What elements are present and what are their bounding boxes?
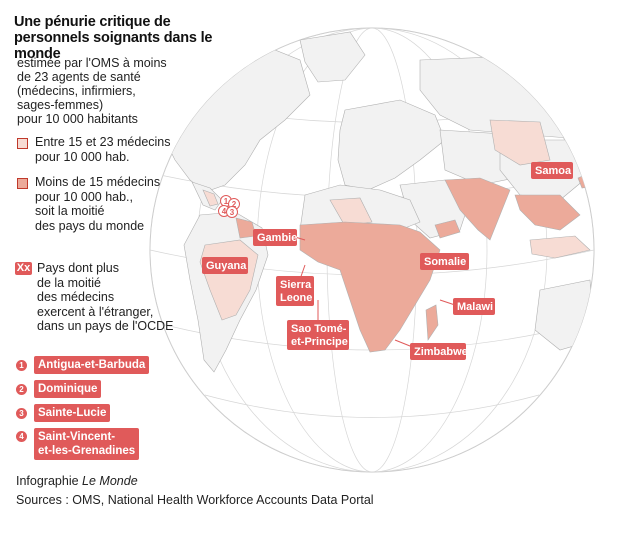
- subtitle-line: (médecins, infirmiers,: [17, 84, 136, 98]
- numbered-item-3: 3 Sainte-Lucie: [16, 404, 111, 422]
- svg-text:4: 4: [222, 207, 227, 216]
- legend-xx-marker: Xx: [15, 262, 32, 275]
- africa-sahel-light: [329, 197, 373, 227]
- country-tag: Saint-Vincent- et-les-Grenadines: [34, 428, 140, 460]
- indonesia: [529, 235, 591, 259]
- legend-line: des pays du monde: [35, 218, 145, 233]
- south-asia: [444, 177, 511, 241]
- svg-text:et-Principe: et-Principe: [291, 336, 348, 348]
- europe: [337, 99, 446, 191]
- map-label-gambie: Gambie: [253, 229, 297, 246]
- greenland: [299, 31, 366, 83]
- country-tag: Dominique: [34, 380, 102, 398]
- legend-line: Pays dont plus: [37, 261, 119, 275]
- subtitle-line: de 23 agents de santé: [17, 70, 141, 84]
- svg-text:Somalie: Somalie: [424, 256, 466, 268]
- legend-mid-text: Moins de 15 médecins pour 10 000 hab., s…: [35, 175, 160, 233]
- svg-text:3: 3: [230, 208, 235, 217]
- map-label-sierra-leone: Sierra Leone: [276, 276, 314, 306]
- africa-sub-saharan: [299, 221, 441, 353]
- number-badge: 4: [16, 431, 27, 442]
- caribbean-markers: 1 2 4 3: [218, 195, 240, 218]
- legend-line: des médecins: [37, 290, 115, 304]
- map-label-guyana: Guyana: [202, 257, 248, 274]
- credit-prefix: Infographie: [16, 474, 79, 488]
- legend-light-text: Entre 15 et 23 médecins pour 10 000 hab.: [35, 135, 171, 164]
- subtitle-line: estimée par l'OMS à moins: [17, 56, 167, 70]
- svg-text:Sierra: Sierra: [280, 279, 312, 291]
- subtitle-line: sages-femmes): [17, 98, 104, 112]
- legend-line: pour 10 000 hab.,: [35, 189, 133, 204]
- svg-text:2: 2: [232, 200, 237, 209]
- map-label-malawi: Malawi: [453, 298, 495, 315]
- country-tag: Sainte-Lucie: [34, 404, 111, 422]
- svg-text:Malawi: Malawi: [457, 301, 493, 313]
- map-label-somalie: Somalie: [420, 253, 469, 270]
- map-label-sao-tome: Sao Tomé- et-Principe: [287, 320, 349, 350]
- svg-text:Gambie: Gambie: [257, 232, 297, 244]
- legend-line: Moins de 15 médecins: [35, 175, 161, 189]
- legend-swatch-mid: [17, 178, 28, 189]
- number-badge: 1: [16, 359, 27, 371]
- svg-text:Samoa: Samoa: [535, 165, 572, 177]
- legend-line: dans un pays de l'OCDE: [37, 319, 174, 333]
- svg-text:Zimbabwe: Zimbabwe: [414, 346, 468, 358]
- southeast-asia: [514, 194, 581, 231]
- svg-text:Sao Tomé-: Sao Tomé-: [291, 323, 347, 335]
- country-tag: Antigua-et-Barbuda: [34, 356, 150, 374]
- tag-line: et-les-Grenadines: [38, 445, 136, 457]
- numbered-item-1: 1 Antigua-et-Barbuda: [16, 356, 150, 374]
- credit-source: Le Monde: [82, 474, 138, 488]
- subtitle-line: pour 10 000 habitants: [17, 112, 138, 126]
- numbered-item-2: 2 Dominique: [16, 380, 102, 398]
- chart-title: Une pénurie critique de personnels soign…: [14, 14, 213, 62]
- legend-line: pour 10 000 hab.: [35, 149, 130, 164]
- number-badge: 2: [16, 383, 27, 395]
- number-badge: 3: [16, 407, 27, 419]
- credit-line: Infographie Le Monde: [16, 474, 138, 488]
- legend-line: soit la moitié: [35, 204, 105, 218]
- svg-text:Guyana: Guyana: [206, 260, 247, 272]
- subtitle: estimée par l'OMS à moins de 23 agents d…: [17, 56, 197, 126]
- map-label-samoa: Samoa: [531, 162, 573, 179]
- legend-line: de la moitié: [37, 275, 101, 290]
- mexico-region: [202, 189, 219, 207]
- legend-line: Entre 15 et 23 médecins: [35, 135, 171, 149]
- madagascar: [425, 304, 439, 341]
- svg-text:Leone: Leone: [280, 292, 312, 304]
- legend-emigration-text: Pays dont plus de la moitié des médecins…: [37, 261, 174, 334]
- legend-swatch-light: [17, 138, 28, 149]
- legend-line: exercent à l'étranger,: [37, 304, 154, 319]
- tag-line: Saint-Vincent-: [38, 431, 116, 443]
- yemen: [434, 219, 461, 239]
- map-label-zimbabwe: Zimbabwe: [410, 343, 468, 360]
- sources-line: Sources : OMS, National Health Workforce…: [16, 493, 374, 507]
- svg-text:1: 1: [224, 197, 229, 206]
- numbered-item-4: 4 Saint-Vincent- et-les-Grenadines: [16, 428, 140, 460]
